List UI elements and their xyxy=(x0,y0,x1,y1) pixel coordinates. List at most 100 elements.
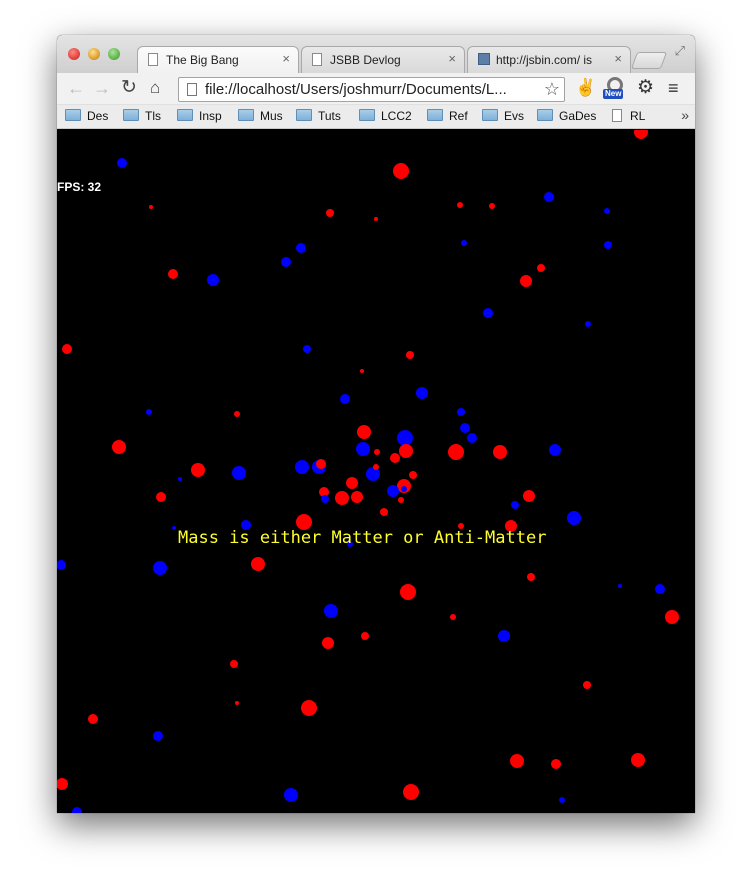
anti-matter-particle xyxy=(457,408,465,416)
folder-icon xyxy=(427,109,443,121)
anti-matter-particle xyxy=(498,630,510,642)
matter-particle xyxy=(301,700,317,716)
extension-peace-icon[interactable]: ✌ xyxy=(575,78,597,97)
matter-particle xyxy=(296,514,312,530)
matter-particle xyxy=(373,464,379,470)
matter-particle xyxy=(393,163,409,179)
anti-matter-particle xyxy=(461,240,467,246)
folder-icon xyxy=(296,109,312,121)
page-icon xyxy=(187,83,197,96)
page-icon xyxy=(312,53,322,66)
anti-matter-particle xyxy=(72,807,82,813)
menu-icon[interactable]: ≡ xyxy=(668,78,679,98)
settings-gear-icon[interactable]: ⚙ xyxy=(637,77,655,98)
anti-matter-particle xyxy=(460,423,470,433)
bookmarks-bar: Des Tls Insp Mus Tuts LCC2 Ref Evs GaDes… xyxy=(57,105,695,129)
game-canvas[interactable]: FPS: 32 Mass is either Matter or Anti-Ma… xyxy=(57,130,695,813)
bookmark-lcc2[interactable]: LCC2 xyxy=(359,109,412,125)
close-icon[interactable]: × xyxy=(614,51,622,66)
folder-icon xyxy=(238,109,254,121)
matter-particle xyxy=(168,269,178,279)
bookmark-label: Tuts xyxy=(318,109,341,123)
matter-particle xyxy=(634,130,648,139)
forward-icon[interactable]: → xyxy=(93,78,111,98)
fullscreen-icon[interactable]: ⤢ xyxy=(674,43,685,58)
bookmark-label: Mus xyxy=(260,109,283,123)
particle-field xyxy=(57,130,679,813)
folder-icon xyxy=(177,109,193,121)
bookmark-label: LCC2 xyxy=(381,109,412,123)
matter-particle xyxy=(523,490,535,502)
tab-jsbin[interactable]: http://jsbin.com/ is × xyxy=(467,46,631,73)
matter-particle xyxy=(510,754,524,768)
matter-particle xyxy=(403,784,419,800)
bookmark-label: RL xyxy=(630,109,646,123)
window-close-button[interactable] xyxy=(68,48,80,60)
anti-matter-particle xyxy=(618,584,622,588)
window-zoom-button[interactable] xyxy=(108,48,120,60)
tab-jsbb-devlog[interactable]: JSBB Devlog × xyxy=(301,46,465,73)
window-minimize-button[interactable] xyxy=(88,48,100,60)
matter-particle xyxy=(399,444,413,458)
matter-particle xyxy=(361,632,369,640)
matter-particle xyxy=(191,463,205,477)
matter-particle xyxy=(112,440,126,454)
anti-matter-particle xyxy=(153,731,163,741)
matter-particle xyxy=(88,714,98,724)
close-icon[interactable]: × xyxy=(282,51,290,66)
anti-matter-particle xyxy=(178,477,182,481)
anti-matter-particle xyxy=(347,541,353,547)
bookmark-tls[interactable]: Tls xyxy=(123,109,161,125)
bookmark-gades[interactable]: GaDes xyxy=(537,109,596,125)
matter-particle xyxy=(234,411,240,417)
browser-toolbar: ← → ↻ ⌂ file://localhost/Users/joshmurr/… xyxy=(57,73,695,105)
folder-icon xyxy=(65,109,81,121)
page-icon xyxy=(148,53,158,66)
matter-particle xyxy=(57,778,68,790)
back-icon[interactable]: ← xyxy=(67,78,85,98)
bookmark-label: Tls xyxy=(145,109,161,123)
bookmark-rl[interactable]: RL xyxy=(612,109,645,125)
anti-matter-particle xyxy=(356,442,370,456)
matter-particle xyxy=(450,614,456,620)
bookmark-des[interactable]: Des xyxy=(65,109,108,125)
close-icon[interactable]: × xyxy=(448,51,456,66)
matter-particle xyxy=(448,444,464,460)
anti-matter-particle xyxy=(397,430,413,446)
matter-particle xyxy=(156,492,166,502)
anti-matter-particle xyxy=(604,241,612,249)
tab-the-big-bang[interactable]: The Big Bang × xyxy=(137,46,299,73)
matter-particle xyxy=(458,523,464,529)
reload-icon[interactable]: ↻ xyxy=(121,77,137,98)
anti-matter-particle xyxy=(340,394,350,404)
extension-badge: New xyxy=(603,89,624,99)
matter-particle xyxy=(505,520,517,532)
anti-matter-particle xyxy=(467,433,477,443)
anti-matter-particle xyxy=(295,460,309,474)
bookmark-mus[interactable]: Mus xyxy=(238,109,283,125)
bookmarks-overflow-icon[interactable]: » xyxy=(681,107,689,123)
address-text[interactable]: file://localhost/Users/joshmurr/Document… xyxy=(205,81,507,98)
new-tab-button[interactable] xyxy=(630,52,668,69)
matter-particle xyxy=(631,753,645,767)
anti-matter-particle xyxy=(401,486,407,492)
matter-particle xyxy=(374,449,380,455)
bookmark-evs[interactable]: Evs xyxy=(482,109,524,125)
bookmark-insp[interactable]: Insp xyxy=(177,109,222,125)
matter-particle xyxy=(406,351,414,359)
tab-title: JSBB Devlog xyxy=(330,53,401,67)
address-bar[interactable]: file://localhost/Users/joshmurr/Document… xyxy=(178,77,565,102)
bookmark-ref[interactable]: Ref xyxy=(427,109,468,125)
browser-window: The Big Bang × JSBB Devlog × http://jsbi… xyxy=(57,35,695,813)
extension-new-icon[interactable]: New xyxy=(603,77,627,101)
bookmark-tuts[interactable]: Tuts xyxy=(296,109,341,125)
anti-matter-particle xyxy=(296,243,306,253)
anti-matter-particle xyxy=(57,560,66,570)
matter-particle xyxy=(149,205,153,209)
home-icon[interactable]: ⌂ xyxy=(150,78,161,97)
anti-matter-particle xyxy=(284,788,298,802)
folder-icon xyxy=(123,109,139,121)
matter-particle xyxy=(520,275,532,287)
anti-matter-particle xyxy=(511,501,519,509)
bookmark-star-icon[interactable]: ☆ xyxy=(543,79,560,99)
